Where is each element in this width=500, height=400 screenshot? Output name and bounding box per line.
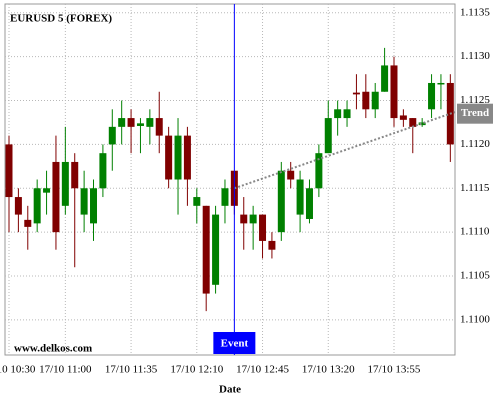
watermark: www.delkos.com — [14, 343, 92, 355]
candle-body — [343, 109, 351, 119]
y-tick-label: 1.1125 — [460, 94, 490, 106]
candle-body — [183, 135, 191, 180]
candle-body — [61, 161, 69, 206]
y-tick-label: 1.1110 — [460, 226, 490, 238]
y-tick-label: 1.1100 — [460, 313, 490, 325]
y-tick-label: 1.1135 — [460, 6, 490, 18]
candle-body — [118, 118, 126, 127]
candle-body — [221, 188, 229, 206]
chart-title: EURUSD 5 (FOREX) — [10, 13, 112, 25]
candle-body — [315, 153, 323, 189]
candle-body — [155, 118, 163, 136]
candle-body — [99, 153, 107, 189]
candle-body — [437, 82, 445, 85]
trend-label: Trend — [461, 107, 489, 119]
candles — [5, 4, 456, 355]
candle-body — [381, 65, 389, 92]
x-tick-label: 17/10 12:45 — [236, 364, 289, 376]
trend-line — [234, 111, 456, 190]
candle-body — [80, 188, 88, 215]
candle-body — [90, 188, 98, 224]
candle-body — [409, 118, 417, 127]
candle-body — [428, 82, 436, 110]
candle-body — [212, 214, 220, 285]
x-tick-label: 17/10 13:20 — [302, 364, 355, 376]
y-tick-label: 1.1115 — [460, 182, 490, 194]
candle-body — [399, 115, 407, 120]
candle-body — [5, 144, 13, 198]
candle-body — [324, 118, 332, 154]
x-tick-label: 17/10 10:30 — [0, 364, 36, 376]
y-tick-label: 1.1120 — [460, 138, 490, 150]
x-tick-label: 17/10 11:00 — [39, 364, 92, 376]
x-tick-label: 17/10 11:35 — [105, 364, 158, 376]
candle-body — [52, 161, 60, 233]
trend-label-box — [457, 103, 493, 124]
candle-body — [277, 170, 285, 233]
event-label: Event — [221, 338, 249, 350]
candle-body — [334, 109, 342, 119]
candle-body — [390, 65, 398, 119]
candle-body — [165, 135, 173, 180]
candle-body — [249, 214, 257, 224]
x-tick-label: 17/10 13:55 — [368, 364, 421, 376]
candle-body — [33, 188, 41, 224]
candle-body — [362, 91, 370, 110]
candle-body — [202, 205, 210, 294]
candle-body — [108, 126, 116, 145]
candle-body — [174, 135, 182, 180]
grid — [5, 4, 455, 355]
x-tick-label: 17/10 12:10 — [170, 364, 223, 376]
candle-body — [305, 188, 313, 219]
candle-body — [259, 214, 267, 241]
candle-body — [287, 170, 295, 180]
candle-body — [352, 92, 360, 95]
candle-body — [193, 197, 201, 206]
candle-body — [146, 118, 154, 127]
plot-frame — [4, 3, 456, 356]
candle-body — [136, 123, 144, 126]
x-axis-label: Date — [219, 384, 241, 396]
candle-body — [43, 188, 51, 193]
candle-body — [24, 219, 32, 227]
candle-body — [240, 214, 248, 224]
candle-body — [14, 197, 22, 215]
candle-body — [418, 122, 426, 126]
candle-body — [268, 240, 276, 250]
y-tick-label: 1.1105 — [460, 270, 490, 282]
candle-body — [371, 91, 379, 110]
candle-body — [127, 118, 135, 127]
event-label-box — [213, 332, 256, 354]
candle-body — [71, 161, 79, 189]
y-tick-label: 1.1130 — [460, 50, 490, 62]
candle-body — [296, 179, 304, 215]
